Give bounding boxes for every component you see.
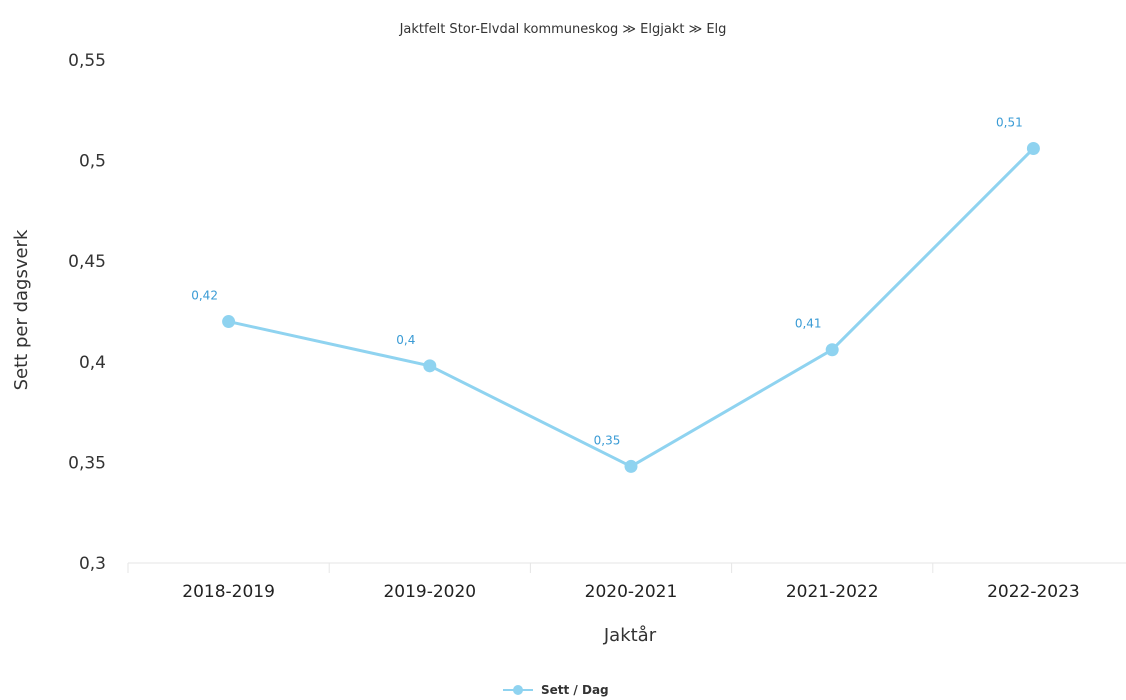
x-tick-label: 2019-2020	[383, 582, 476, 602]
legend-label: Sett / Dag	[541, 683, 609, 697]
x-tick-label: 2022-2023	[987, 582, 1080, 602]
data-point[interactable]	[624, 459, 638, 473]
x-axis	[127, 562, 1126, 573]
series-line	[227, 147, 1035, 468]
x-axis-ticks: 2018-2019 2019-2020 2020-2021 2021-2022 2022…	[182, 582, 1079, 602]
data-label: 0,42	[191, 289, 218, 303]
data-label: 0,35	[594, 433, 621, 447]
y-tick-label: 0,4	[79, 353, 106, 373]
y-tick-label: 0,35	[68, 453, 106, 473]
x-axis-title: Jaktår	[603, 625, 657, 646]
data-label: 0,51	[996, 116, 1023, 130]
y-tick-label: 0,5	[79, 152, 106, 172]
y-axis-title: Sett per dagsverk	[11, 229, 32, 390]
legend[interactable]: Sett / Dag	[503, 683, 609, 697]
data-label: 0,4	[396, 333, 415, 347]
data-point[interactable]	[825, 343, 839, 357]
legend-marker-swatch	[513, 685, 523, 695]
series-sett-per-dag	[222, 142, 1040, 473]
x-tick-label: 2021-2022	[786, 582, 879, 602]
data-point[interactable]	[222, 315, 236, 329]
data-point[interactable]	[1026, 142, 1040, 156]
y-tick-label: 0,3	[79, 554, 106, 574]
chart-subtitle: Jaktfelt Stor-Elvdal kommuneskog ≫ Elgja…	[399, 22, 727, 37]
y-tick-label: 0,45	[68, 252, 106, 272]
data-labels: 0,42 0,4 0,35 0,41 0,51	[191, 116, 1023, 448]
y-axis-ticks: 0,3 0,35 0,4 0,45 0,5 0,55	[68, 51, 106, 574]
data-point[interactable]	[423, 359, 437, 373]
data-label: 0,41	[795, 317, 822, 331]
x-tick-label: 2020-2021	[585, 582, 678, 602]
x-tick-label: 2018-2019	[182, 582, 275, 602]
y-tick-label: 0,55	[68, 51, 106, 71]
